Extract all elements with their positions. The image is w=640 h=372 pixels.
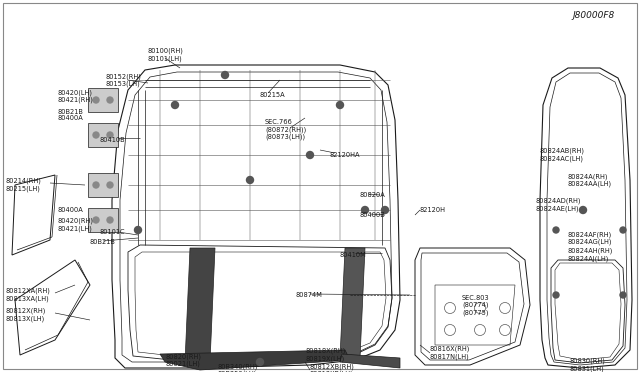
Circle shape	[553, 292, 559, 298]
Text: 80818X(RH)
80819X(LH): 80818X(RH) 80819X(LH)	[305, 348, 346, 362]
Text: 80812XB(RH)
80813XB(LH): 80812XB(RH) 80813XB(LH)	[310, 363, 355, 372]
Text: 80816X(RH)
80817N(LH): 80816X(RH) 80817N(LH)	[430, 346, 470, 360]
Circle shape	[221, 71, 228, 78]
Text: 80420(LH)
80421(RH): 80420(LH) 80421(RH)	[58, 89, 94, 103]
Text: SEC.766
(80872(RH))
(80873(LH)): SEC.766 (80872(RH)) (80873(LH))	[265, 119, 307, 141]
Circle shape	[107, 217, 113, 223]
Text: 80101C: 80101C	[100, 229, 125, 235]
Text: 80B340(RH)
80B350(LH): 80B340(RH) 80B350(LH)	[218, 363, 259, 372]
Circle shape	[93, 182, 99, 188]
Circle shape	[107, 182, 113, 188]
Text: 80214(RH)
80215(LH): 80214(RH) 80215(LH)	[5, 178, 41, 192]
Text: 80400A: 80400A	[58, 207, 84, 213]
Text: 80152(RH)
80153(LH): 80152(RH) 80153(LH)	[105, 73, 141, 87]
Circle shape	[620, 227, 626, 233]
Text: 80824AF(RH)
80824AG(LH): 80824AF(RH) 80824AG(LH)	[567, 231, 611, 245]
Circle shape	[134, 227, 141, 234]
Text: 80830(RH)
80831(LH): 80830(RH) 80831(LH)	[570, 358, 606, 372]
Polygon shape	[160, 350, 350, 370]
Polygon shape	[88, 208, 118, 232]
Circle shape	[579, 206, 586, 214]
Text: 80824A(RH)
80824AA(LH): 80824A(RH) 80824AA(LH)	[567, 173, 611, 187]
Circle shape	[246, 176, 253, 183]
Polygon shape	[340, 248, 365, 358]
Polygon shape	[88, 88, 118, 112]
Text: SEC.803
(80774)
(80775): SEC.803 (80774) (80775)	[462, 295, 490, 315]
Text: 80812XA(RH)
80813XA(LH): 80812XA(RH) 80813XA(LH)	[5, 288, 50, 302]
Circle shape	[172, 102, 179, 109]
Text: 80100(RH)
80101(LH): 80100(RH) 80101(LH)	[148, 48, 184, 62]
Text: 80400B: 80400B	[360, 212, 386, 218]
Circle shape	[307, 151, 314, 158]
Text: 80420(RH)
80421(LH): 80420(RH) 80421(LH)	[58, 218, 94, 232]
Text: 80820(RH)
80021(LH): 80820(RH) 80021(LH)	[165, 353, 201, 367]
Circle shape	[93, 132, 99, 138]
Polygon shape	[340, 354, 400, 368]
Circle shape	[362, 206, 369, 214]
Text: 80410M: 80410M	[340, 252, 367, 258]
Text: 80B21B: 80B21B	[90, 239, 116, 245]
Text: 80824AD(RH)
80824AE(LH): 80824AD(RH) 80824AE(LH)	[535, 198, 580, 212]
Text: 80874M: 80874M	[295, 292, 322, 298]
Polygon shape	[88, 123, 118, 147]
Polygon shape	[185, 248, 215, 362]
Text: 82120H: 82120H	[420, 207, 446, 213]
Circle shape	[93, 97, 99, 103]
Text: J80000F8: J80000F8	[573, 10, 615, 19]
Text: 80812X(RH)
80813X(LH): 80812X(RH) 80813X(LH)	[5, 308, 45, 322]
Circle shape	[553, 227, 559, 233]
Text: 80824AH(RH)
80824AJ(LH): 80824AH(RH) 80824AJ(LH)	[567, 248, 612, 262]
Text: 80820A: 80820A	[360, 192, 386, 198]
Circle shape	[337, 102, 344, 109]
Text: 80215A: 80215A	[260, 92, 285, 98]
Text: 82120HA: 82120HA	[330, 152, 360, 158]
Circle shape	[107, 132, 113, 138]
Polygon shape	[88, 173, 118, 197]
Text: 80410B: 80410B	[100, 137, 125, 143]
Circle shape	[381, 206, 388, 214]
Circle shape	[107, 97, 113, 103]
Text: 80824AB(RH)
80824AC(LH): 80824AB(RH) 80824AC(LH)	[540, 148, 585, 162]
Circle shape	[257, 359, 264, 366]
Circle shape	[620, 292, 626, 298]
Circle shape	[93, 217, 99, 223]
Text: 80B21B
80400A: 80B21B 80400A	[58, 109, 84, 122]
